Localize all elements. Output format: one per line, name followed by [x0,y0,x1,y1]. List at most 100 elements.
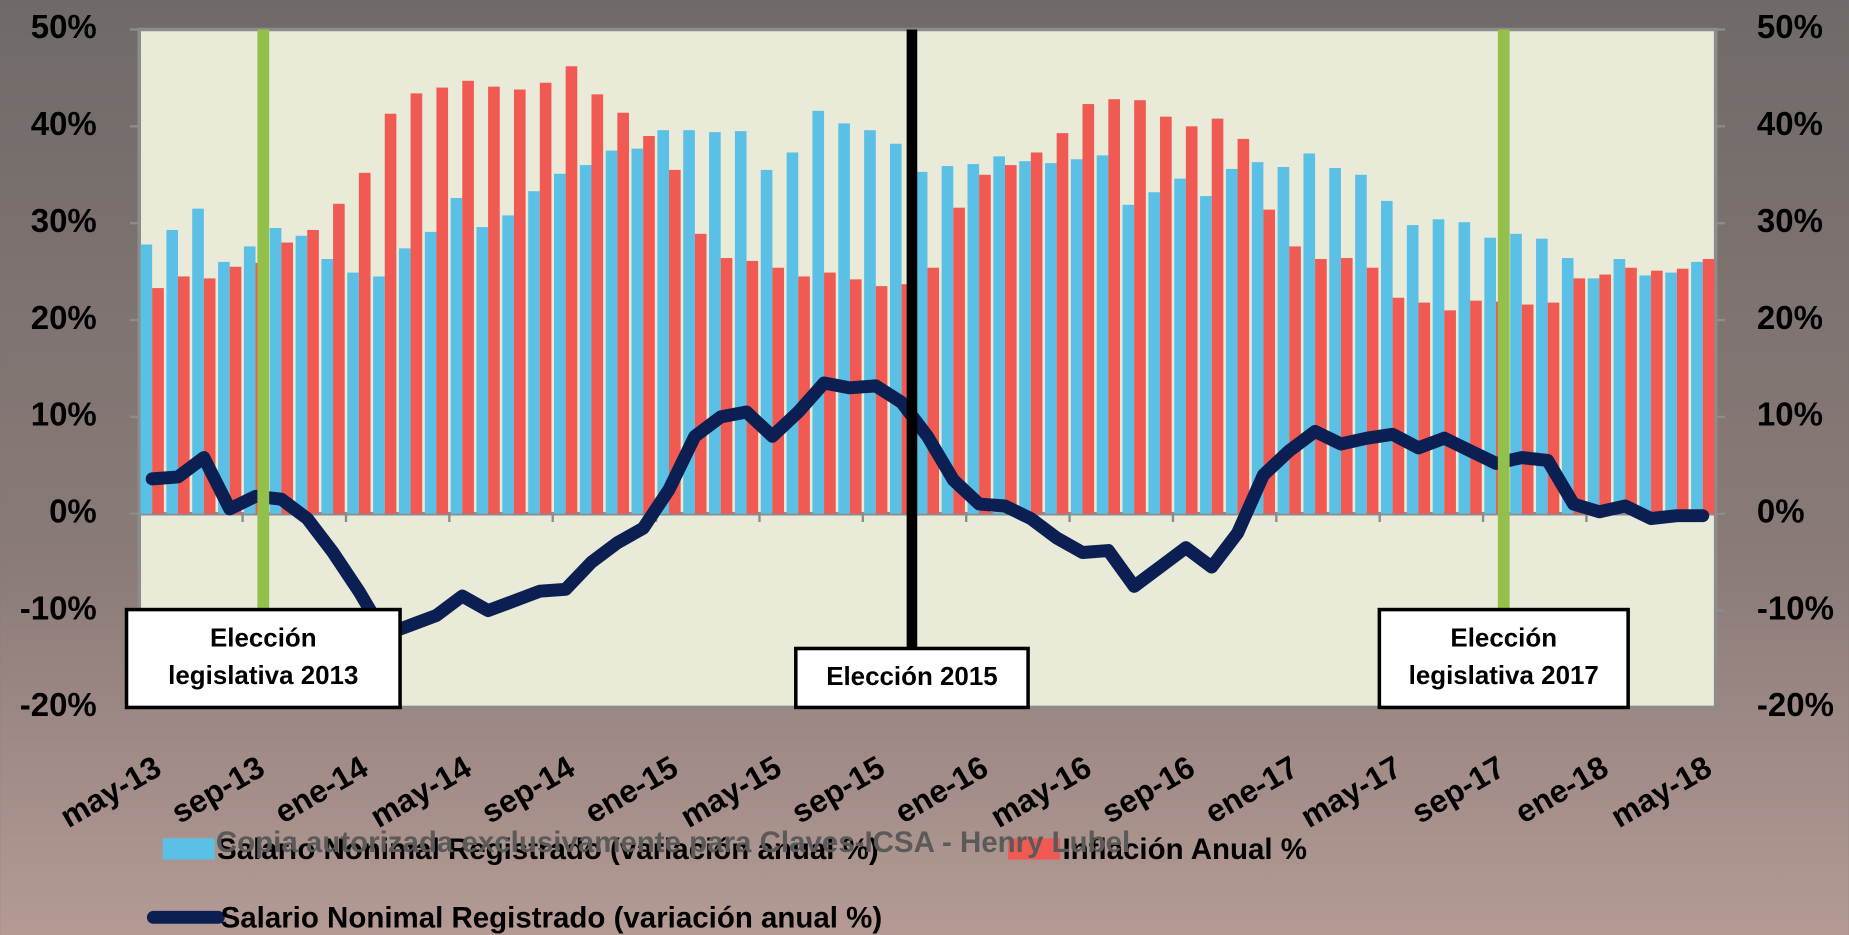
bar [398,248,411,514]
bar [1030,152,1043,514]
bar [410,93,423,514]
bar [1096,155,1109,514]
y-tick-label: 0% [49,492,97,529]
bar [798,276,810,514]
bar [1665,272,1677,514]
bar [683,130,695,514]
bar [1329,167,1341,514]
bar [1315,259,1327,514]
bar [1639,275,1652,514]
y-tick-label: 50% [31,8,97,45]
bar [1277,167,1290,514]
bar [1406,225,1419,514]
legend-swatch [162,838,215,860]
legend-swatch [1008,838,1061,860]
y2-tick-label: -20% [1757,686,1834,723]
bar [450,197,463,514]
bar [889,143,902,514]
bar [1484,237,1496,514]
bar [657,130,670,514]
bar [384,113,397,514]
bar [1599,274,1611,514]
event-box [794,646,1030,710]
bar [1263,209,1276,514]
y2-tick-label: 30% [1757,202,1823,239]
bar [373,276,385,514]
bar [424,231,437,514]
bar [203,278,216,514]
event-label: legislativa 2017 [1409,662,1599,690]
bar [1148,192,1161,514]
y2-tick-label: 50% [1757,8,1823,45]
y2-tick-label: 40% [1757,105,1823,142]
bar [915,171,928,514]
legend-label: Salario Nonimal Registrado (variación an… [221,901,883,934]
bar [476,227,489,514]
bar [1432,219,1445,514]
bar [1303,153,1316,514]
bar [1045,163,1057,514]
bar [269,228,282,514]
bar [1625,267,1637,514]
bar [927,267,940,514]
bar [1070,159,1083,514]
bar [1392,297,1405,514]
y-tick-label: 30% [31,202,97,239]
bar [1536,238,1548,514]
event-label: Elección 2015 [826,663,997,691]
bar [1225,168,1238,514]
bar [513,89,526,514]
event-label: Elección [210,624,317,652]
bar [1108,99,1120,514]
bar [1160,116,1172,514]
y2-tick-label: 20% [1757,299,1823,336]
bar [307,229,319,514]
y2-tick-label: 0% [1757,492,1805,529]
bar [166,229,179,514]
bar [1289,246,1301,514]
bar [436,87,449,514]
bar [1134,100,1146,514]
bar [812,110,825,514]
bar [347,272,359,514]
bar [295,235,308,514]
bar [746,260,759,514]
bar [502,215,514,514]
bar [694,233,707,514]
bar [229,266,242,514]
bar [1355,174,1367,514]
bar [1458,222,1471,514]
bar [1004,165,1017,514]
y-tick-label: 10% [31,396,97,433]
bar [281,242,294,514]
bar [1444,310,1456,514]
y-tick-label: 20% [31,299,97,336]
y2-tick-label: 10% [1757,396,1823,433]
bar [1082,104,1095,514]
legend-label: Inflación Anual % [1062,833,1306,866]
bar [462,80,474,514]
event-box [124,607,402,710]
y-tick-label: -10% [20,589,97,626]
event-box [1377,607,1630,710]
bar [1651,270,1663,514]
bar [875,286,888,514]
bar [565,66,578,514]
bar [1691,261,1703,514]
bar [1056,133,1069,514]
bar [358,172,371,514]
bar [993,156,1005,514]
bar [849,279,862,514]
bar [1510,233,1522,514]
bar [488,86,500,514]
bar [554,173,566,514]
y2-tick-label: -10% [1757,589,1834,626]
bar [631,148,644,514]
bar [1366,267,1379,514]
bar [824,272,836,514]
bar [1237,138,1250,514]
bar [1211,118,1224,514]
bar [643,136,655,514]
bar [152,288,164,514]
